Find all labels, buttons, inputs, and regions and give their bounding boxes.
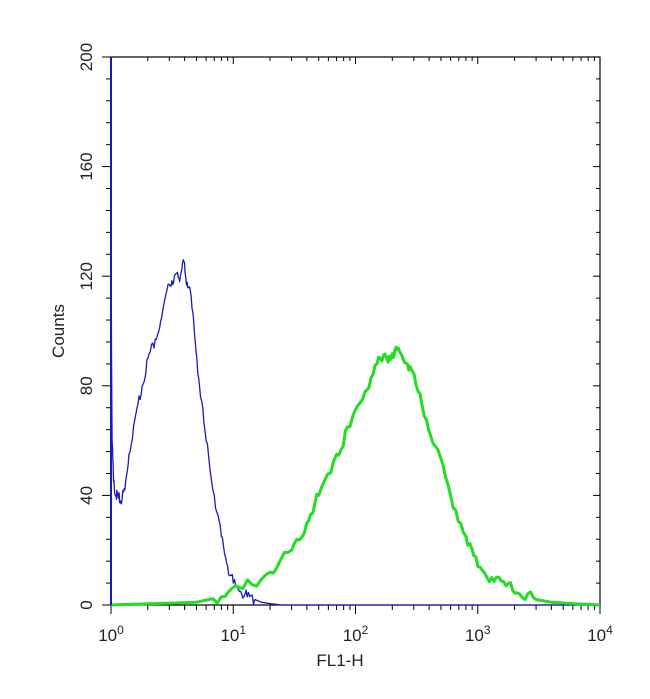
x-tick-label: 103 [465, 623, 491, 645]
y-tick-label: 0 [77, 600, 96, 609]
y-axis-title: Counts [49, 304, 68, 358]
plot-frame [110, 56, 601, 606]
x-axis-title: FL1-H [316, 651, 363, 670]
y-tick-label: 120 [77, 262, 96, 290]
x-tick-label: 104 [587, 623, 613, 645]
y-tick-label: 160 [77, 152, 96, 180]
axis-ticks [102, 56, 601, 614]
y-tick-label: 40 [77, 486, 96, 505]
y-tick-label: 80 [77, 376, 96, 395]
tick-labels: 100 101 102 103 104 0 40 80 120 160 200 [77, 43, 613, 645]
x-tick-label: 102 [343, 623, 369, 645]
series-layer [110, 57, 601, 607]
x-tick-label: 101 [220, 623, 246, 645]
x-tick-label: 100 [98, 623, 124, 645]
series-line-2 [110, 345, 601, 607]
y-tick-label: 200 [77, 43, 96, 71]
series-line-1 [110, 259, 600, 606]
